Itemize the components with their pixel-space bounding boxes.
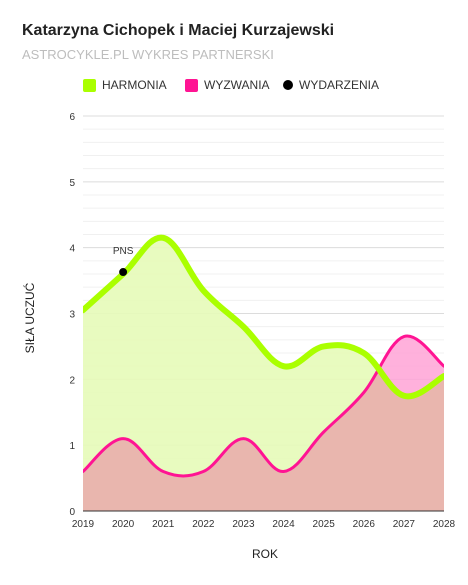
legend-swatch-harmonia [83, 78, 96, 92]
x-axis-label: ROK [252, 547, 278, 561]
x-tick-label: 2022 [192, 519, 215, 530]
event-label: PNS [113, 246, 134, 257]
series-areas [83, 237, 444, 511]
x-tick-label: 2024 [272, 519, 295, 530]
series-lines [83, 234, 444, 478]
harmonia-line [83, 234, 444, 400]
legend-item-wyzwania[interactable]: WYZWANIA [185, 78, 270, 92]
events: PNS [113, 246, 134, 277]
x-tick-label: 2020 [112, 519, 135, 530]
legend-swatch-wyzwania [185, 78, 198, 92]
y-tick-label: 4 [69, 244, 75, 255]
x-tick-label: 2021 [152, 519, 175, 530]
y-axis-label: SIŁA UCZUĆ [22, 282, 37, 353]
y-tick-label: 1 [69, 441, 75, 452]
legend-label-wydarzenia: WYDARZENIA [299, 78, 380, 92]
overlap-area [83, 336, 444, 511]
y-tick-label: 6 [69, 112, 75, 123]
y-tick-label: 0 [69, 507, 75, 518]
x-tick-label: 2023 [232, 519, 255, 530]
event-marker [119, 268, 128, 277]
x-tick-label: 2027 [393, 519, 416, 530]
x-tick-label: 2025 [313, 519, 336, 530]
wyzwania-line [83, 334, 444, 478]
legend-label-harmonia: HARMONIA [102, 78, 167, 92]
x-tick-label: 2026 [353, 519, 376, 530]
y-tick-label: 5 [69, 178, 75, 189]
legend-item-wydarzenia[interactable]: WYDARZENIA [283, 78, 379, 92]
chart-legend: HARMONIA WYZWANIA WYDARZENIA [0, 78, 468, 96]
chart-subtitle: ASTROCYKLE.PL WYKRES PARTNERSKI [22, 47, 274, 62]
chart-title: Katarzyna Cichopek i Maciej Kurzajewski [22, 22, 335, 39]
axes: 0 1 2 3 4 5 6 2019 2020 2021 2022 2023 2024 2025 2026 2… [69, 112, 455, 530]
legend-dot-wydarzenia [283, 80, 293, 90]
legend-item-harmonia[interactable]: HARMONIA [83, 78, 167, 92]
legend-label-wyzwania: WYZWANIA [204, 78, 270, 92]
y-tick-label: 3 [69, 310, 75, 321]
x-tick-label: 2028 [433, 519, 456, 530]
y-tick-label: 2 [69, 375, 75, 386]
x-tick-label: 2019 [72, 519, 95, 530]
